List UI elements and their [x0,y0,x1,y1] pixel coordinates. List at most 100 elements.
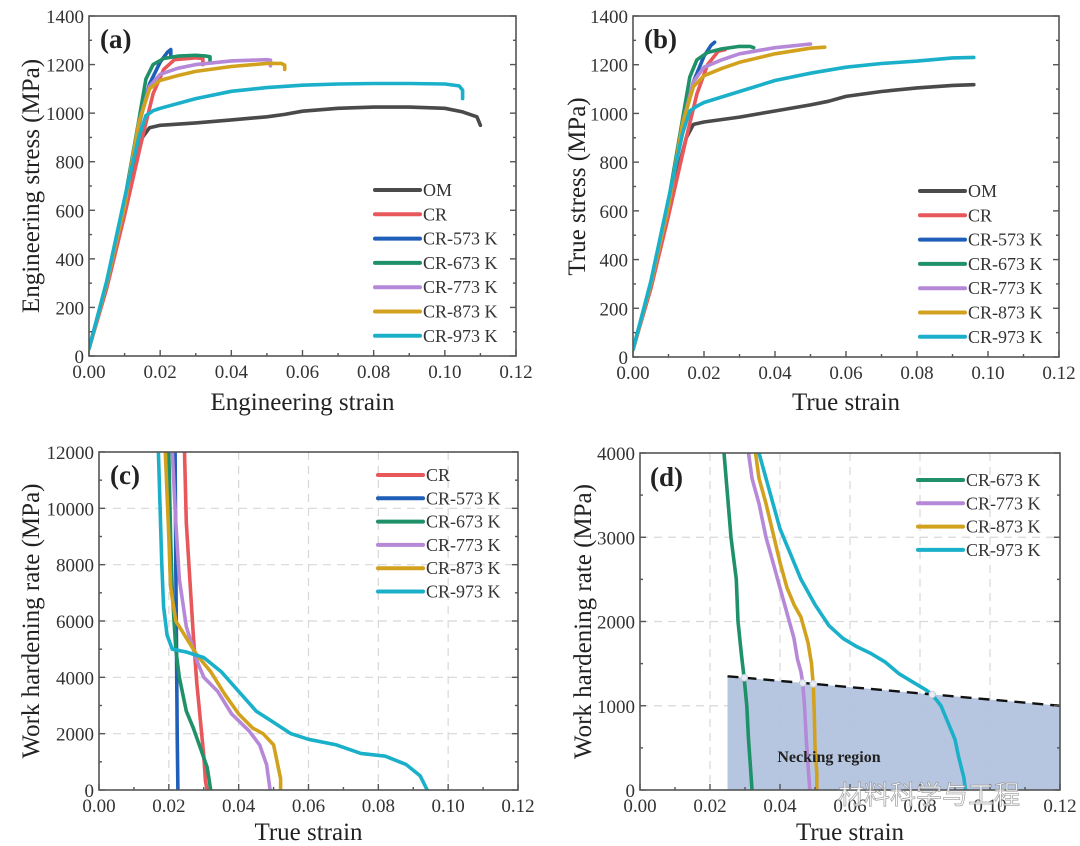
x-tick-label: 0.10 [428,362,461,383]
legend-item: CR-673 K [373,253,498,273]
x-axis-title: Engineering strain [211,389,395,416]
legend-item: CR-773 K [376,535,501,555]
necking-region-label: Necking region [777,749,880,766]
legend: OM CR CR-573 K CR-673 K CR-773 K CR-873 K CR-9… [373,180,498,346]
y-axis-title: Work hardening rate (MPa) [570,484,597,759]
x-tick-label: 0.06 [286,362,319,383]
legend-label: CR-773 K [423,277,498,297]
legend-label: CR [423,204,447,224]
watermark-text: 材料科学与工程 [838,781,1020,811]
x-tick-label: 0.08 [357,362,390,383]
legend-label: CR-573 K [423,229,498,249]
x-tick-label: 0.02 [144,362,177,383]
legend-item: CR-873 K [916,517,1041,537]
panel-label: (a) [100,24,131,54]
panel-d: Necking region 0.00 0.02 0.04 0.06 0.08 0.10 0.… [570,444,1077,846]
y-tick-label: 0 [75,347,85,368]
necking-threshold-line [727,675,1061,707]
series-line-cr-973-k [757,453,968,790]
series-line-cr-873-k [163,452,283,790]
legend-label: CR-673 K [423,253,498,273]
series-line-cr-773-k [633,42,813,352]
x-tick-label: 0.08 [362,796,395,817]
legend-label: CR-873 K [966,517,1041,537]
x-tick-label: 0.10 [432,796,465,817]
y-tick-label: 4000 [56,668,94,689]
x-tick-label: 0.12 [501,796,534,817]
x-tick-label: 0.06 [292,796,325,817]
x-tick-label: 0.02 [693,796,726,817]
x-tick-label: 0.02 [152,796,185,817]
series-line-cr-773-k [170,452,272,790]
legend-label: CR-973 K [423,326,498,346]
y-tick-label: 800 [600,153,629,174]
series-line-cr-873-k [89,61,287,351]
legend-item: CR-873 K [373,302,498,322]
x-tick-label: 0.08 [903,796,936,817]
x-tick-label: 0.12 [1043,796,1076,817]
legend-label: CR-773 K [966,493,1041,513]
y-tick-label: 1200 [590,56,628,77]
legend-label: CR-873 K [423,302,498,322]
y-tick-label: 800 [56,153,85,174]
legend-item: CR-573 K [376,488,501,508]
legend-label: CR-673 K [426,512,501,532]
x-axis-title: True strain [796,819,905,846]
x-tick-label: 0.10 [973,796,1006,817]
legend-item: CR-573 K [373,229,498,249]
series-line-cr-773-k [746,453,812,790]
y-tick-label: 10000 [47,499,95,520]
y-axis-title: True stress (MPa) [564,97,591,275]
panel-label: (b) [644,24,677,54]
legend-item: CR-973 K [373,326,498,346]
y-tick-label: 600 [56,201,85,222]
series-line-cr-873-k [633,45,827,352]
series-line-cr [182,452,209,790]
y-axis-title: Work hardening rate (MPa) [18,484,45,759]
legend: OM CR CR-573 K CR-673 K CR-773 K CR-873 K CR-9… [918,181,1043,347]
legend-label: CR-773 K [968,278,1043,298]
legend-item: CR-773 K [916,493,1041,513]
legend-label: CR-973 K [426,582,501,602]
series-group [633,40,976,352]
legend-item: CR-673 K [376,512,501,532]
x-tick-label: 0.00 [616,363,649,384]
y-tick-label: 400 [600,251,629,272]
y-tick-label: 1000 [597,697,635,718]
legend-item: OM [918,181,997,201]
y-tick-label: 400 [56,250,85,271]
panel-b: 0.00 0.02 0.04 0.06 0.08 0.10 0.12 0 200 400 600 80… [564,7,1076,416]
legend-item: CR-573 K [918,230,1043,250]
x-axis-title: True strain [254,819,363,846]
y-tick-label: 6000 [56,612,94,633]
x-axis-title: True strain [792,389,901,416]
x-tick-label: 0.06 [829,363,862,384]
legend: CR CR-573 K CR-673 K CR-773 K CR-873 K CR-973… [376,465,501,602]
series-group [89,47,483,351]
panel-c: 0.00 0.02 0.04 0.06 0.08 0.10 0.12 0 2000 4000 600… [18,443,535,846]
y-tick-label: 0 [626,781,636,802]
y-tick-label: 0 [619,348,629,369]
y-tick-label: 3000 [597,528,635,549]
x-tick-label: 0.00 [72,362,105,383]
legend-item: CR-673 K [916,470,1041,490]
legend-label: CR-573 K [968,230,1043,250]
x-tick-label: 0.10 [971,363,1004,384]
y-tick-label: 2000 [56,725,94,746]
legend-item: CR-773 K [918,278,1043,298]
x-tick-label: 0.12 [1042,363,1075,384]
panel-a: 0.00 0.02 0.04 0.06 0.08 0.10 0.12 0 200 400 600 80… [18,7,533,416]
necking-intersection-marker [799,679,807,687]
x-tick-label: 0.04 [215,362,249,383]
legend-label: OM [968,181,997,201]
y-tick-label: 1200 [46,56,84,77]
x-tick-label: 0.00 [623,796,656,817]
legend-label: CR-673 K [966,470,1041,490]
y-tick-label: 1000 [590,104,628,125]
legend-item: CR-973 K [916,540,1041,560]
series-group [722,453,968,790]
legend-label: CR-673 K [968,254,1043,274]
legend-label: CR-973 K [968,327,1043,347]
legend-item: CR-773 K [373,277,498,297]
